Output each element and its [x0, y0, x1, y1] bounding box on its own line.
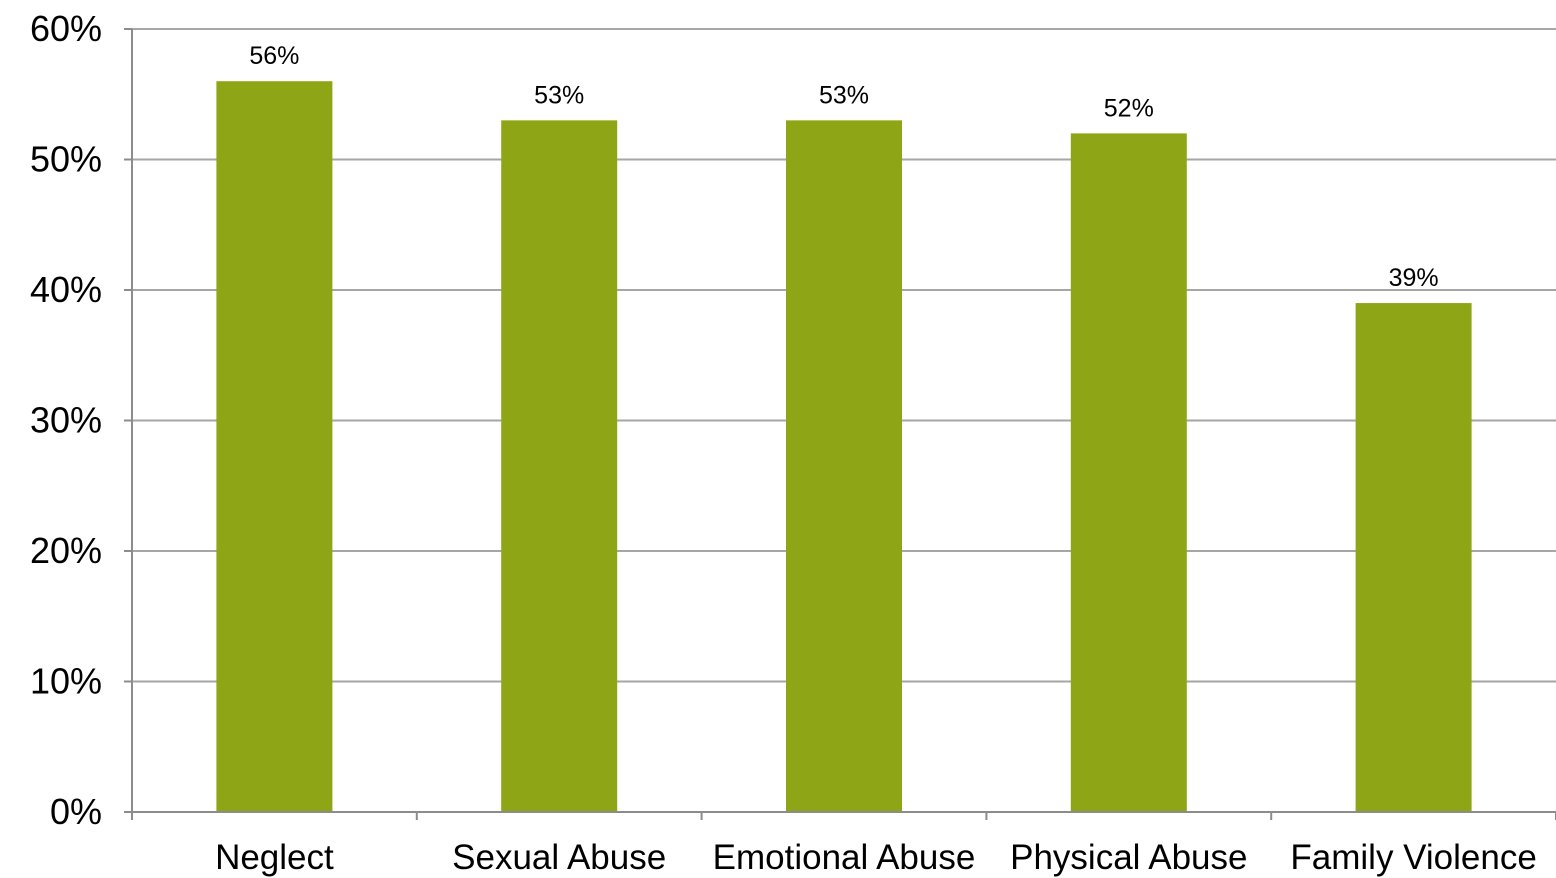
data-label: 53%: [819, 81, 869, 109]
bar-family-violence: [1355, 303, 1472, 812]
y-tick-label: 60%: [30, 8, 102, 49]
x-tick-label: Neglect: [215, 838, 334, 877]
bar-physical-abuse: [1070, 133, 1187, 812]
y-tick-label: 50%: [30, 139, 102, 180]
x-tick-label: Family Violence: [1290, 838, 1536, 877]
bar-sexual-abuse: [501, 120, 618, 813]
x-axis-tick-labels: Neglect Sexual Abuse Emotional Abuse Physic…: [215, 838, 1537, 877]
x-tick-label: Physical Abuse: [1010, 838, 1247, 877]
bars: [216, 81, 1472, 813]
y-tick-label: 40%: [30, 269, 102, 310]
y-tick-label: 20%: [30, 530, 102, 571]
data-label: 56%: [249, 42, 299, 70]
x-tick-label: Sexual Abuse: [452, 838, 666, 877]
data-label: 52%: [1104, 94, 1154, 122]
data-labels: 56% 53% 53% 52% 39%: [249, 42, 1438, 292]
y-axis-tick-labels: 0% 10% 20% 30% 40% 50% 60%: [30, 8, 102, 832]
x-tick-label: Emotional Abuse: [713, 838, 976, 877]
data-label: 39%: [1389, 264, 1439, 292]
y-tick-label: 10%: [30, 661, 102, 702]
y-tick-label: 30%: [30, 400, 102, 441]
data-label: 53%: [534, 81, 584, 109]
y-tick-label: 0%: [50, 791, 102, 832]
axes: [124, 28, 1556, 820]
bar-emotional-abuse: [786, 120, 902, 813]
bar-neglect: [216, 81, 333, 812]
